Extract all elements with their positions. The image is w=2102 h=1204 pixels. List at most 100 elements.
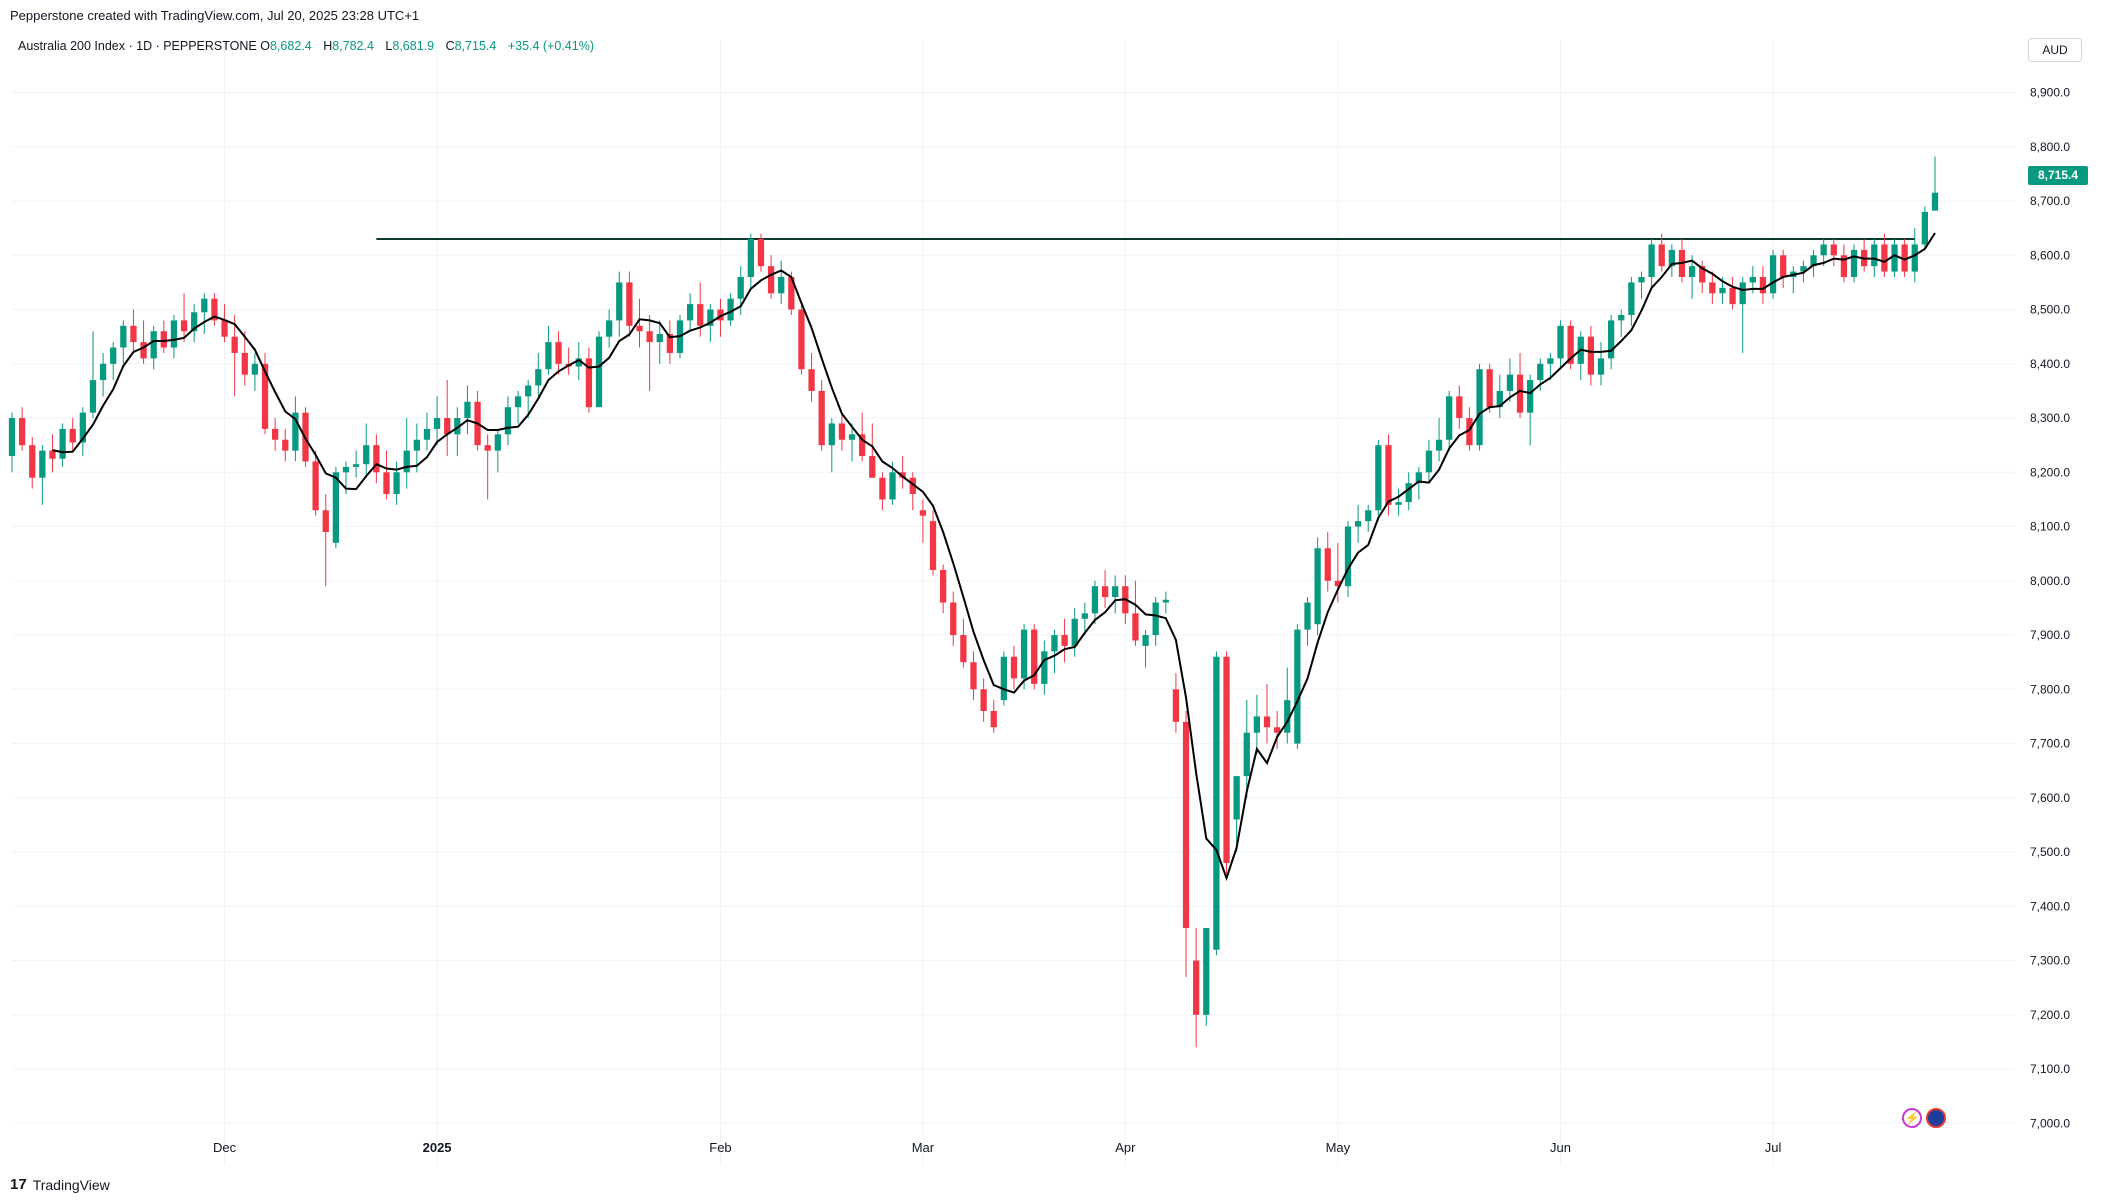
x-tick-label: Mar	[912, 1140, 935, 1155]
candle-body	[909, 477, 916, 494]
candle-body	[1112, 586, 1119, 598]
candle-body	[79, 412, 86, 443]
y-tick-label: 7,300.0	[2030, 954, 2070, 968]
candle-body	[1800, 266, 1807, 272]
candle-body	[686, 304, 694, 321]
candle-body	[1901, 244, 1908, 272]
time-axis: Dec 2025 Feb Mar Apr May Jun Jul	[213, 1140, 1782, 1155]
y-tick-label: 8,100.0	[2030, 520, 2070, 534]
high-value: 8,782.4	[332, 39, 374, 53]
close-label: C	[445, 39, 455, 53]
tradingview-logo[interactable]: 17 TradingView	[10, 1176, 110, 1193]
candle-body	[585, 358, 593, 408]
candle-body	[1618, 314, 1625, 321]
candle-body	[1354, 521, 1362, 527]
candle-body	[606, 320, 613, 337]
candle-body	[1759, 277, 1767, 294]
candle-body	[89, 380, 97, 413]
candle-body	[1810, 255, 1817, 267]
candle-body	[1830, 244, 1837, 256]
candle-body	[1931, 192, 1939, 211]
candle-body	[939, 569, 947, 603]
tradingview-brand: TradingView	[32, 1176, 110, 1193]
low-value: 8,681.9	[392, 39, 435, 53]
candle-body	[18, 418, 26, 446]
candle-body	[970, 662, 977, 690]
candle-body	[1385, 445, 1392, 505]
candle-body	[322, 510, 329, 532]
x-tick-label: Jul	[1765, 1140, 1782, 1155]
australia-flag-icon[interactable]	[1926, 1108, 1946, 1128]
currency-selector[interactable]: AUD	[2028, 38, 2082, 62]
candle-body	[737, 277, 744, 299]
candle-body	[1000, 656, 1008, 701]
y-tick-label: 7,000.0	[2030, 1116, 2070, 1130]
y-tick-label: 8,200.0	[2030, 465, 2070, 479]
symbol-name[interactable]: Australia 200 Index · 1D · PEPPERSTONE	[18, 39, 257, 53]
candle-body	[717, 309, 724, 321]
y-tick-label: 7,500.0	[2030, 845, 2070, 859]
candle-body	[1162, 599, 1169, 603]
low-label: L	[385, 39, 393, 53]
candle-body	[1446, 396, 1453, 440]
candle-body	[8, 418, 16, 457]
tradingview-logo-icon: 17	[10, 1176, 27, 1193]
candle-body	[1820, 244, 1827, 256]
candle-body	[1668, 249, 1675, 267]
candle-body	[1132, 613, 1139, 641]
y-tick-label: 7,100.0	[2030, 1062, 2070, 1076]
candle-body	[1435, 439, 1443, 451]
candle-body	[626, 282, 633, 326]
candle-body	[1395, 502, 1402, 505]
candle-body	[433, 418, 441, 429]
candle-body	[342, 466, 350, 473]
candle-body	[1223, 656, 1230, 863]
candle-body	[282, 439, 289, 451]
candle-body	[656, 333, 663, 343]
candle-body	[231, 336, 238, 353]
candle-body	[1891, 244, 1898, 272]
candle-body	[1172, 689, 1180, 722]
candle-body	[838, 423, 846, 440]
candle-body	[889, 472, 896, 500]
candle-body	[555, 342, 562, 364]
candle-body	[1466, 418, 1473, 446]
candle-body	[1749, 277, 1756, 283]
candle-body	[1203, 928, 1210, 1015]
candle-body	[727, 298, 734, 321]
candle-body	[1041, 651, 1048, 684]
candle-body	[707, 309, 714, 326]
candle-body	[595, 336, 603, 408]
candle-body	[828, 423, 835, 446]
candle-body	[1253, 716, 1261, 733]
candle-body	[120, 325, 127, 348]
candle-body	[525, 385, 532, 397]
candle-body	[1871, 244, 1878, 267]
candle-body	[1031, 629, 1038, 684]
candle-body	[1425, 450, 1433, 473]
candle-body	[747, 239, 754, 277]
candle-body	[403, 450, 410, 473]
y-tick-label: 8,900.0	[2030, 86, 2070, 100]
candle-body	[39, 450, 46, 478]
y-tick-label: 8,700.0	[2030, 194, 2070, 208]
y-tick-label: 8,400.0	[2030, 357, 2070, 371]
candle-body	[1476, 369, 1483, 446]
candle-body	[1881, 244, 1888, 272]
lightning-icon[interactable]: ⚡	[1902, 1108, 1922, 1128]
y-tick-label: 7,800.0	[2030, 682, 2070, 696]
candle-body	[1243, 732, 1250, 777]
candle-body	[929, 521, 937, 570]
candle-body	[646, 331, 653, 343]
change-value: +35.4 (+0.41%)	[507, 39, 594, 53]
candle-body	[1193, 960, 1200, 1015]
candle-body	[160, 331, 167, 348]
candle-body	[413, 439, 420, 451]
candle-body	[1557, 325, 1564, 359]
y-tick-label: 7,900.0	[2030, 628, 2070, 642]
candle-body	[1405, 483, 1412, 503]
candle-body	[778, 277, 785, 294]
candle-body	[1081, 613, 1088, 619]
high-label: H	[323, 39, 333, 53]
